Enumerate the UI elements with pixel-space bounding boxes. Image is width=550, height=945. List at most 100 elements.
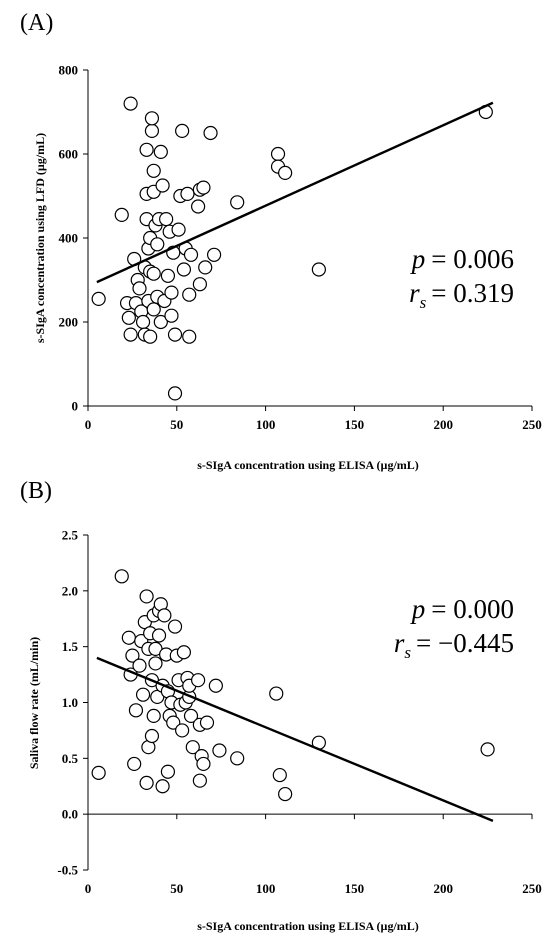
data-point — [166, 715, 181, 730]
panel-label: (A) — [20, 10, 53, 36]
x-tick-label: 0 — [85, 417, 92, 432]
x-tick-label: 100 — [256, 417, 276, 432]
data-point — [191, 199, 206, 214]
stat-annotation: p = 0.000 rs = −0.445 — [394, 594, 514, 662]
data-point — [192, 773, 207, 788]
data-point — [182, 329, 197, 344]
y-axis-title: s-SIgA concentration using LFD (µg/mL) — [33, 133, 47, 343]
data-point — [164, 285, 179, 300]
data-point — [203, 125, 218, 141]
y-tick-label: 800 — [59, 63, 79, 78]
r-value-text: rs = 0.319 — [409, 278, 514, 312]
y-tick-label: 0.0 — [62, 807, 78, 822]
data-point — [175, 123, 190, 138]
x-tick-label: 200 — [433, 881, 453, 896]
data-point — [125, 648, 140, 663]
x-tick-label: 200 — [433, 417, 453, 432]
data-point — [180, 186, 195, 201]
data-point — [199, 715, 215, 730]
data-point — [91, 291, 106, 306]
x-tick-label: 150 — [345, 881, 365, 896]
data-point — [212, 743, 227, 758]
data-point — [269, 686, 284, 701]
data-point — [311, 262, 326, 277]
data-point — [192, 277, 207, 292]
data-point — [196, 756, 211, 772]
data-point — [139, 589, 154, 604]
x-tick-label: 50 — [170, 417, 183, 432]
data-point — [278, 165, 293, 180]
data-point — [191, 673, 206, 688]
x-tick-label: 250 — [522, 417, 542, 432]
data-point — [160, 764, 176, 779]
data-point — [143, 329, 158, 344]
data-point — [153, 314, 168, 330]
x-tick-label: 150 — [345, 417, 365, 432]
r-value: = 0.319 — [431, 278, 514, 308]
data-point — [144, 728, 160, 744]
data-point — [127, 756, 142, 772]
data-point — [150, 237, 165, 252]
r-label: r — [409, 278, 420, 308]
y-tick-label: 1.5 — [62, 639, 79, 654]
x-axis-title: s-SIgA concentration using ELISA (µg/mL) — [197, 458, 419, 472]
data-points — [91, 569, 495, 802]
data-point — [198, 260, 213, 275]
p-label: p — [410, 594, 426, 624]
r-value-text: rs = −0.445 — [394, 628, 514, 662]
data-point — [171, 222, 186, 237]
data-point — [146, 708, 161, 724]
data-point — [155, 779, 170, 794]
data-point — [196, 180, 211, 195]
data-point — [167, 619, 183, 634]
data-point — [182, 287, 197, 302]
data-point — [132, 281, 147, 296]
y-tick-label: 600 — [59, 147, 79, 162]
data-point — [144, 111, 160, 126]
data-point — [160, 268, 176, 283]
data-point — [91, 765, 106, 780]
y-tick-label: 400 — [59, 231, 79, 246]
data-point — [183, 708, 199, 724]
data-point — [230, 195, 245, 210]
y-tick-label: 1.0 — [62, 695, 78, 710]
data-point — [139, 142, 154, 157]
x-axis-title: s-SIgA concentration using ELISA (µg/mL) — [197, 919, 419, 933]
data-point — [132, 658, 147, 673]
data-point — [121, 630, 136, 645]
data-point — [135, 314, 151, 330]
p-value: = 0.000 — [431, 594, 514, 624]
data-point — [278, 786, 293, 802]
r-value: = −0.445 — [416, 628, 514, 658]
data-point — [123, 96, 138, 111]
y-tick-label: 2.0 — [62, 583, 78, 598]
y-tick-label: 200 — [59, 315, 79, 330]
x-tick-label: 50 — [170, 881, 183, 896]
p-value-text: p = 0.000 — [410, 594, 514, 624]
p-value-text: p = 0.006 — [410, 244, 514, 274]
data-point — [208, 678, 223, 693]
data-point — [153, 144, 168, 159]
p-label: p — [410, 244, 426, 274]
data-point — [157, 608, 172, 623]
x-tick-label: 100 — [256, 881, 276, 896]
y-tick-label: 0 — [72, 399, 79, 414]
r-subscript: s — [404, 643, 411, 662]
data-point — [185, 740, 200, 755]
data-points — [91, 96, 493, 401]
data-point — [176, 262, 192, 277]
data-point — [135, 687, 151, 702]
data-point — [164, 308, 179, 323]
data-point — [176, 645, 192, 660]
trend-line — [96, 656, 494, 822]
data-point — [175, 723, 190, 738]
data-point — [146, 266, 161, 281]
data-point — [114, 569, 129, 584]
data-point — [272, 767, 287, 783]
p-value: = 0.006 — [431, 244, 514, 274]
stat-annotation: p = 0.006 rs = 0.319 — [409, 244, 514, 312]
data-point — [270, 146, 286, 162]
data-point — [480, 742, 495, 757]
data-point — [148, 656, 163, 671]
data-point — [123, 327, 138, 342]
